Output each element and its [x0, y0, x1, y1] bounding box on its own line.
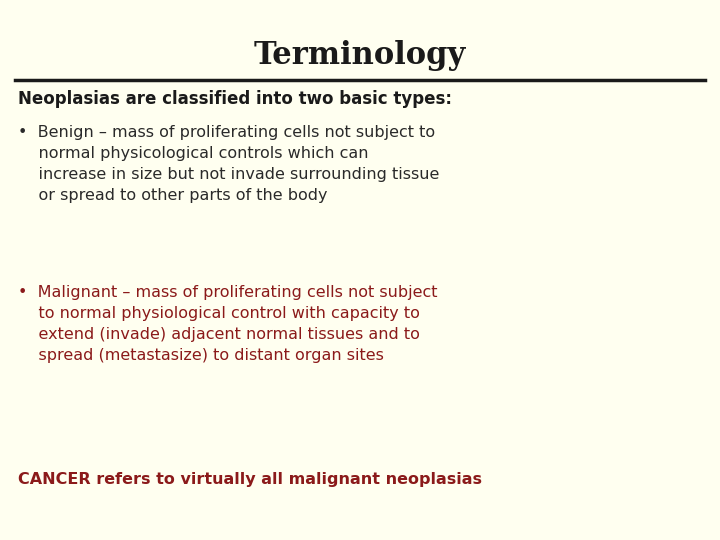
- Text: •  Malignant – mass of proliferating cells not subject
    to normal physiologic: • Malignant – mass of proliferating cell…: [18, 285, 438, 363]
- Text: CANCER refers to virtually all malignant neoplasias: CANCER refers to virtually all malignant…: [18, 472, 482, 487]
- Text: Neoplasias are classified into two basic types:: Neoplasias are classified into two basic…: [18, 90, 452, 108]
- Text: •  Benign – mass of proliferating cells not subject to
    normal physicological: • Benign – mass of proliferating cells n…: [18, 125, 439, 203]
- Text: Terminology: Terminology: [254, 40, 466, 71]
